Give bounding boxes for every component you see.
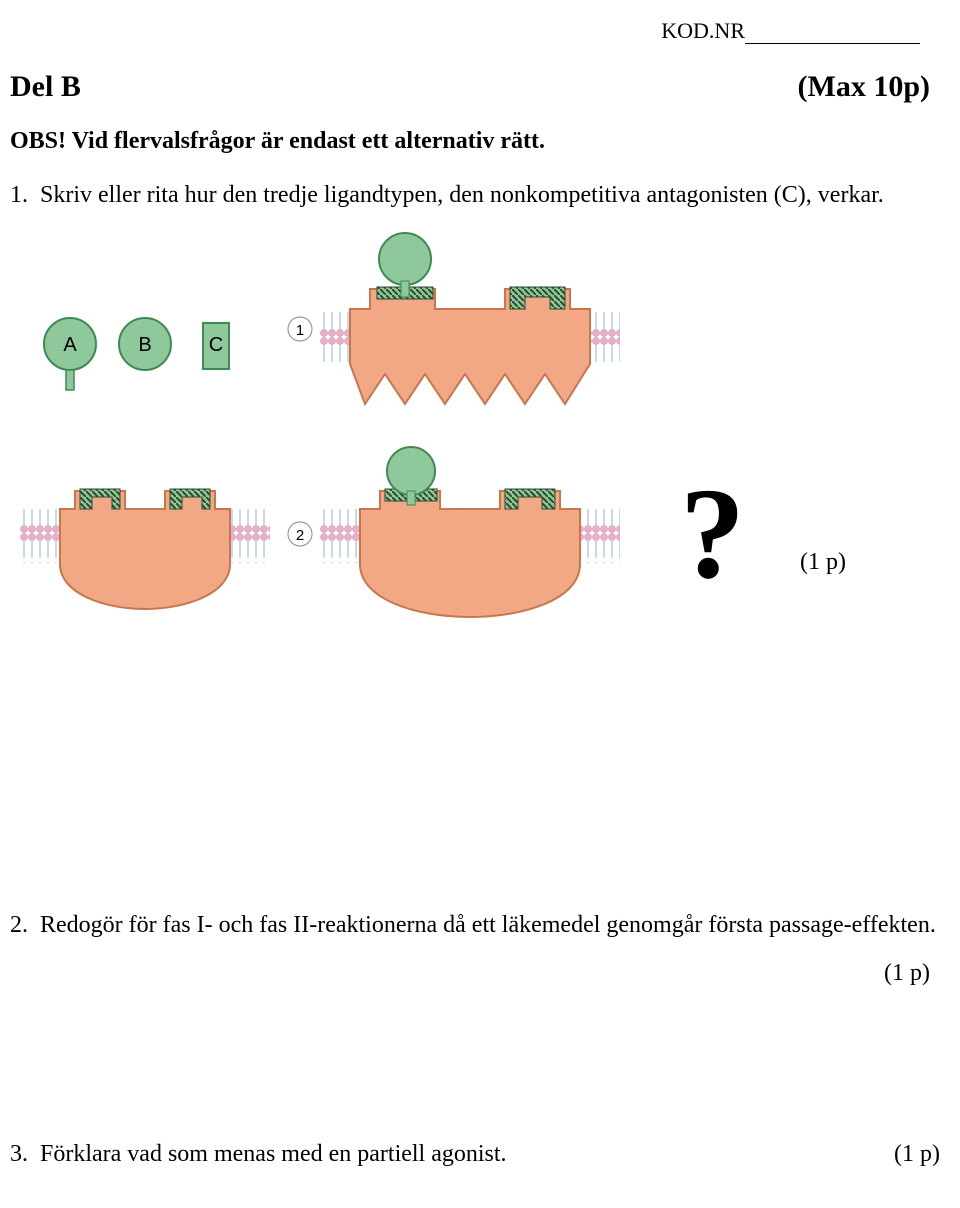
kod-nr-label: KOD.NR [661, 18, 920, 44]
question-2-block: 2. Redogör för fas I- och fas II-reaktio… [10, 909, 950, 986]
question-mark: ? [680, 459, 745, 609]
receptor-panel-1: 1 [288, 233, 620, 404]
kod-nr-underline [745, 43, 920, 44]
svg-text:1: 1 [296, 322, 304, 339]
section-title: Del B [10, 70, 81, 104]
question-2: 2. Redogör för fas I- och fas II-reaktio… [10, 909, 950, 941]
ligand-c: C [203, 323, 229, 369]
receptor-panel-2: 2 [288, 447, 620, 617]
question-3-block: 3. Förklara vad som menas med en partiel… [10, 1141, 940, 1168]
svg-text:A: A [63, 334, 77, 356]
svg-text:B: B [138, 334, 151, 356]
q3-text: Förklara vad som menas med en partiell a… [40, 1141, 507, 1167]
ligand-a: A [44, 318, 96, 390]
q3-points: (1 p) [894, 1141, 940, 1168]
q1-number: 1. [10, 182, 28, 208]
diagram-svg: A B C 1 [10, 229, 930, 649]
svg-text:2: 2 [296, 527, 304, 544]
question-3: 3. Förklara vad som menas med en partiel… [10, 1141, 507, 1168]
ligand-diagram: A B C 1 [10, 229, 930, 649]
section-max-points: (Max 10p) [798, 70, 930, 104]
svg-text:C: C [209, 334, 223, 356]
q1-points: (1 p) [800, 549, 846, 576]
q2-text: Redogör för fas I- och fas II-reaktioner… [40, 912, 936, 938]
kod-nr-text: KOD.NR [661, 18, 745, 43]
question-1: 1. Skriv eller rita hur den tredje ligan… [10, 179, 950, 211]
q2-number: 2. [10, 912, 28, 938]
section-header: Del B (Max 10p) [10, 70, 950, 104]
q2-points: (1 p) [10, 960, 950, 987]
ligand-b: B [119, 318, 171, 370]
obs-instruction: OBS! Vid flervalsfrågor är endast ett al… [10, 128, 950, 155]
q3-number: 3. [10, 1141, 28, 1167]
q1-text: Skriv eller rita hur den tredje ligandty… [40, 182, 884, 208]
receptor-resting [20, 489, 270, 609]
